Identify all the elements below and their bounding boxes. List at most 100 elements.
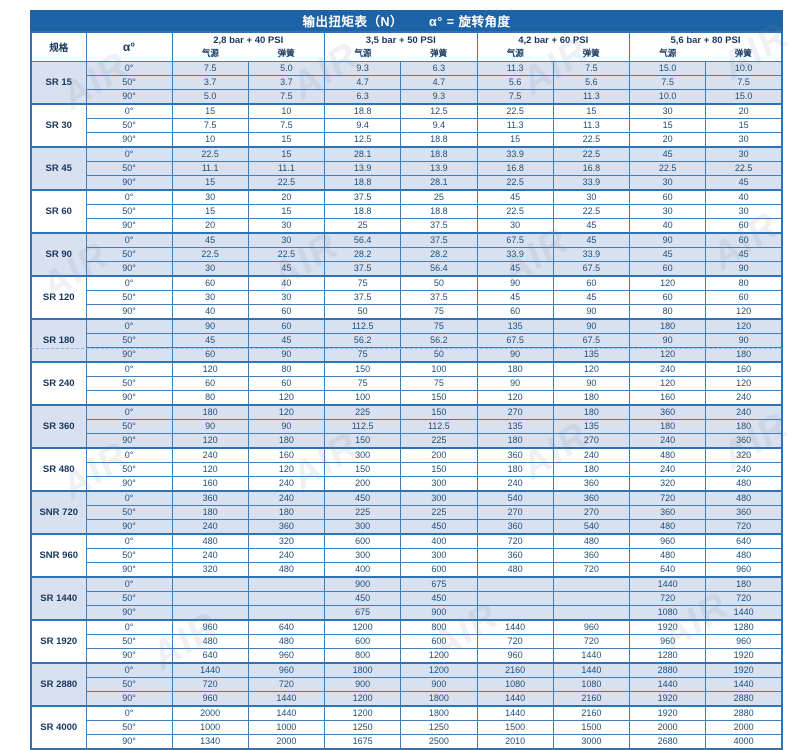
spring-value-cell: 75	[400, 317, 478, 334]
spring-value-cell: 18.8	[400, 131, 478, 147]
air-source-value-cell	[476, 590, 554, 606]
spring-value-cell: 1440	[247, 704, 326, 721]
spring-value-cell	[552, 604, 631, 620]
spring-value-cell: 7.5	[705, 74, 783, 90]
air-source-value-cell: 33.9	[476, 145, 554, 162]
spring-value-cell: 225	[400, 504, 478, 520]
air-source-value-cell: 22.5	[171, 246, 249, 262]
air-source-value-cell: 270	[476, 504, 554, 520]
angle-cell: 90°	[85, 432, 173, 448]
air-source-value-cell: 1440	[476, 618, 554, 635]
spring-value-cell: 1440	[705, 676, 783, 692]
air-source-value-cell: 7.5	[171, 117, 249, 133]
table-row: SR 60 0° 30 20 37.5 25 45 30 60 40	[30, 188, 783, 233]
spring-value-cell: 28.2	[400, 246, 478, 262]
air-source-value-cell: 40	[628, 217, 707, 233]
air-source-value-cell: 12.5	[323, 131, 402, 147]
air-source-value-cell: 960	[628, 633, 707, 649]
air-source-value-cell: 60	[171, 274, 249, 291]
spring-value-cell: 300	[400, 475, 478, 491]
air-source-value-cell: 22.5	[628, 160, 707, 176]
spring-value-cell: 1080	[552, 676, 631, 692]
pressure-group-label: 3,5 bar + 50 PSI	[365, 35, 436, 47]
air-source-value-cell: 37.5	[323, 289, 402, 305]
spring-value-cell: 120	[247, 461, 326, 477]
air-source-value-cell: 1920	[628, 618, 707, 635]
table-row: 50° 450 450 720 720	[31, 590, 783, 606]
spring-value-cell: 300	[400, 489, 478, 506]
table-body: SR 15 0° 7.5 5.0 9.3 6.3 11.3 7.5 15.0 10.0 50° 3.7…	[30, 60, 783, 749]
air-source-value-cell: 45	[628, 246, 707, 262]
spring-value-cell: 40	[705, 188, 783, 205]
spring-value-cell: 90	[552, 303, 631, 319]
spring-value-cell: 60	[247, 375, 326, 391]
air-source-value-cell: 20	[171, 217, 249, 233]
spring-value-cell: 1200	[400, 661, 478, 678]
spring-value-cell: 450	[400, 590, 478, 606]
spring-value-cell: 135	[552, 346, 631, 362]
table-row: 50° 60 60 75 75 90 90 120 120	[31, 375, 783, 391]
spring-value-cell: 22.5	[705, 160, 783, 176]
spring-value-cell: 1500	[552, 719, 631, 735]
air-source-value-cell: 360	[476, 446, 554, 463]
spring-value-cell: 5.0	[247, 60, 326, 76]
air-source-value-cell: 90	[171, 418, 249, 434]
spring-value-cell: 900	[400, 676, 478, 692]
air-source-value-cell: 600	[323, 633, 402, 649]
spring-value-cell: 45	[705, 246, 783, 262]
pressure-group-subheaders: 气源 弹簧	[325, 48, 476, 59]
air-source-value-cell: 360	[476, 547, 554, 563]
torque-spec-sheet: 输出扭矩表（N） α° = 旋转角度 规格 α° 2,8 bar + 40 PS…	[30, 10, 797, 750]
angle-cell: 90°	[85, 561, 173, 577]
air-source-value-cell: 1200	[323, 618, 402, 635]
air-source-value-cell: 240	[628, 461, 707, 477]
air-source-value-cell: 480	[628, 547, 707, 563]
spring-value-cell: 80	[247, 360, 326, 377]
spring-value-cell: 1000	[247, 719, 326, 735]
spring-value-cell	[247, 590, 326, 606]
table-row: SR 240 0° 120 80 150 100 180 120 240 160	[30, 360, 783, 405]
air-source-value-cell: 120	[171, 432, 249, 448]
air-source-value-cell: 56.4	[323, 231, 402, 248]
spring-value-cell: 360	[705, 432, 783, 448]
table-row: SR 120 0° 60 40 75 50 90 60 120 80	[30, 274, 783, 319]
air-source-value-cell: 18.8	[323, 203, 402, 219]
table-row: 90° 30 45 37.5 56.4 45 67.5 60 90	[31, 260, 783, 276]
spec-column-header: 规格	[30, 31, 87, 62]
spring-value-cell: 30	[552, 188, 631, 205]
table-row: SR 4000 0° 2000 1440 1200 1800 1440 2160 1920 288…	[30, 704, 783, 749]
spring-value-cell: 12.5	[400, 102, 478, 119]
spring-value-cell: 1920	[705, 661, 783, 678]
air-source-value-cell: 90	[476, 346, 554, 362]
spring-value-cell: 1200	[400, 647, 478, 663]
air-source-value-cell: 120	[171, 360, 249, 377]
spring-value-cell: 240	[705, 389, 783, 405]
spring-value-cell: 50	[400, 346, 478, 362]
spring-value-cell: 75	[400, 303, 478, 319]
air-source-value-cell: 45	[476, 260, 554, 276]
table-header: 规格 α° 2,8 bar + 40 PSI 气源 弹簧 3,5 bar + 50 P…	[30, 31, 783, 62]
angle-cell: 0°	[85, 317, 173, 334]
spring-value-cell: 90	[552, 375, 631, 391]
table-row: SR 1920 0° 960 640 1200 800 1440 960 1920 1280	[30, 618, 783, 663]
table-row: SR 90 0° 45 30 56.4 37.5 67.5 45 90 60	[30, 231, 783, 276]
air-source-value-cell: 180	[476, 461, 554, 477]
spring-value-cell: 320	[705, 446, 783, 463]
air-source-value-cell: 1440	[628, 575, 707, 592]
air-source-value-cell: 30	[171, 289, 249, 305]
air-source-value-cell: 9.3	[323, 60, 402, 76]
spring-value-cell: 60	[247, 317, 326, 334]
spring-value-cell: 60	[552, 274, 631, 291]
air-source-value-cell: 1440	[476, 704, 554, 721]
model-name-cell: SNR 960	[30, 532, 87, 577]
air-source-value-cell: 13.9	[323, 160, 402, 176]
air-source-value-cell: 1440	[476, 690, 554, 706]
air-source-value-cell: 60	[628, 188, 707, 205]
table-row: 90° 675 900 1080 1440	[31, 604, 783, 620]
spring-value-cell: 90	[552, 317, 631, 334]
spring-value-cell: 56.2	[400, 332, 478, 348]
air-source-value-cell: 18.8	[323, 174, 402, 190]
spring-value-cell: 90	[247, 418, 326, 434]
air-source-value-cell: 112.5	[323, 418, 402, 434]
spring-value-cell: 60	[705, 231, 783, 248]
